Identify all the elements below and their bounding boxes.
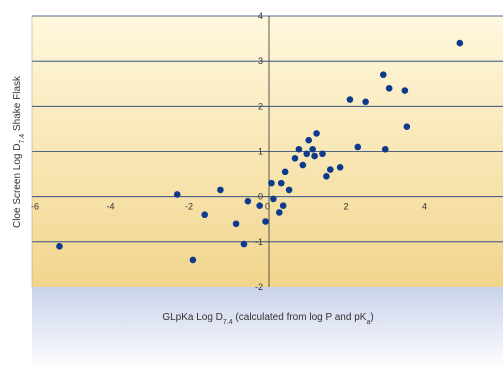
y-tick-label: 1 [258,147,263,157]
data-point [244,197,252,205]
data-point [362,98,369,106]
data-point [256,202,263,209]
gridlines [31,15,503,287]
x-tick-label: -6 [31,202,39,212]
data-point [201,211,208,219]
data-point [268,179,275,187]
data-point [319,150,326,158]
y-axis-title: Cloe Screen Log D7.4 Shake Flask [12,75,26,228]
data-point [275,209,283,216]
data-point [285,186,293,194]
x-tick-label: -2 [185,202,193,212]
x-tick-label: -4 [106,202,114,212]
data-point [309,145,316,153]
data-point [277,179,285,187]
data-point [189,256,197,264]
data-point [56,243,63,250]
data-point [279,202,287,209]
data-point [354,143,362,151]
data-point [336,164,344,171]
x-tick-label: 0 [265,202,270,212]
x-tick-label: 2 [343,202,348,212]
data-point [327,166,334,173]
data-point [385,84,393,92]
x-axis-title: GLpKa Log D7.4 (calculated from log P an… [162,312,373,326]
x-tick-label: 4 [422,202,427,212]
y-tick-label: -2 [255,282,263,292]
data-point [270,195,277,203]
data-point [291,154,299,162]
data-point [381,145,389,153]
data-point [299,161,307,169]
data-point [281,168,289,176]
data-point [346,96,354,103]
y-tick-label: 2 [258,101,263,111]
y-tick-label: 0 [258,192,263,202]
tick-labels: -2 -1 0 1 2 3 4 -6 -4 -2 0 2 4 [31,11,427,292]
below-plot-panel [32,287,503,370]
data-point [232,220,240,228]
data-point [311,152,318,160]
data-point [173,191,181,198]
data-point [403,123,411,130]
y-tick-label: 4 [258,11,263,21]
data-points [56,39,464,264]
data-point [217,186,224,194]
y-tick-label: 3 [258,56,263,66]
data-point [295,145,303,153]
data-point [323,173,330,180]
data-point [305,136,313,144]
data-point [401,87,409,94]
data-point [379,71,387,79]
data-point [313,130,320,137]
y-tick-label: -1 [255,237,263,247]
data-point [262,218,269,225]
data-point [456,39,464,47]
data-point [240,240,248,248]
data-point [303,150,311,158]
